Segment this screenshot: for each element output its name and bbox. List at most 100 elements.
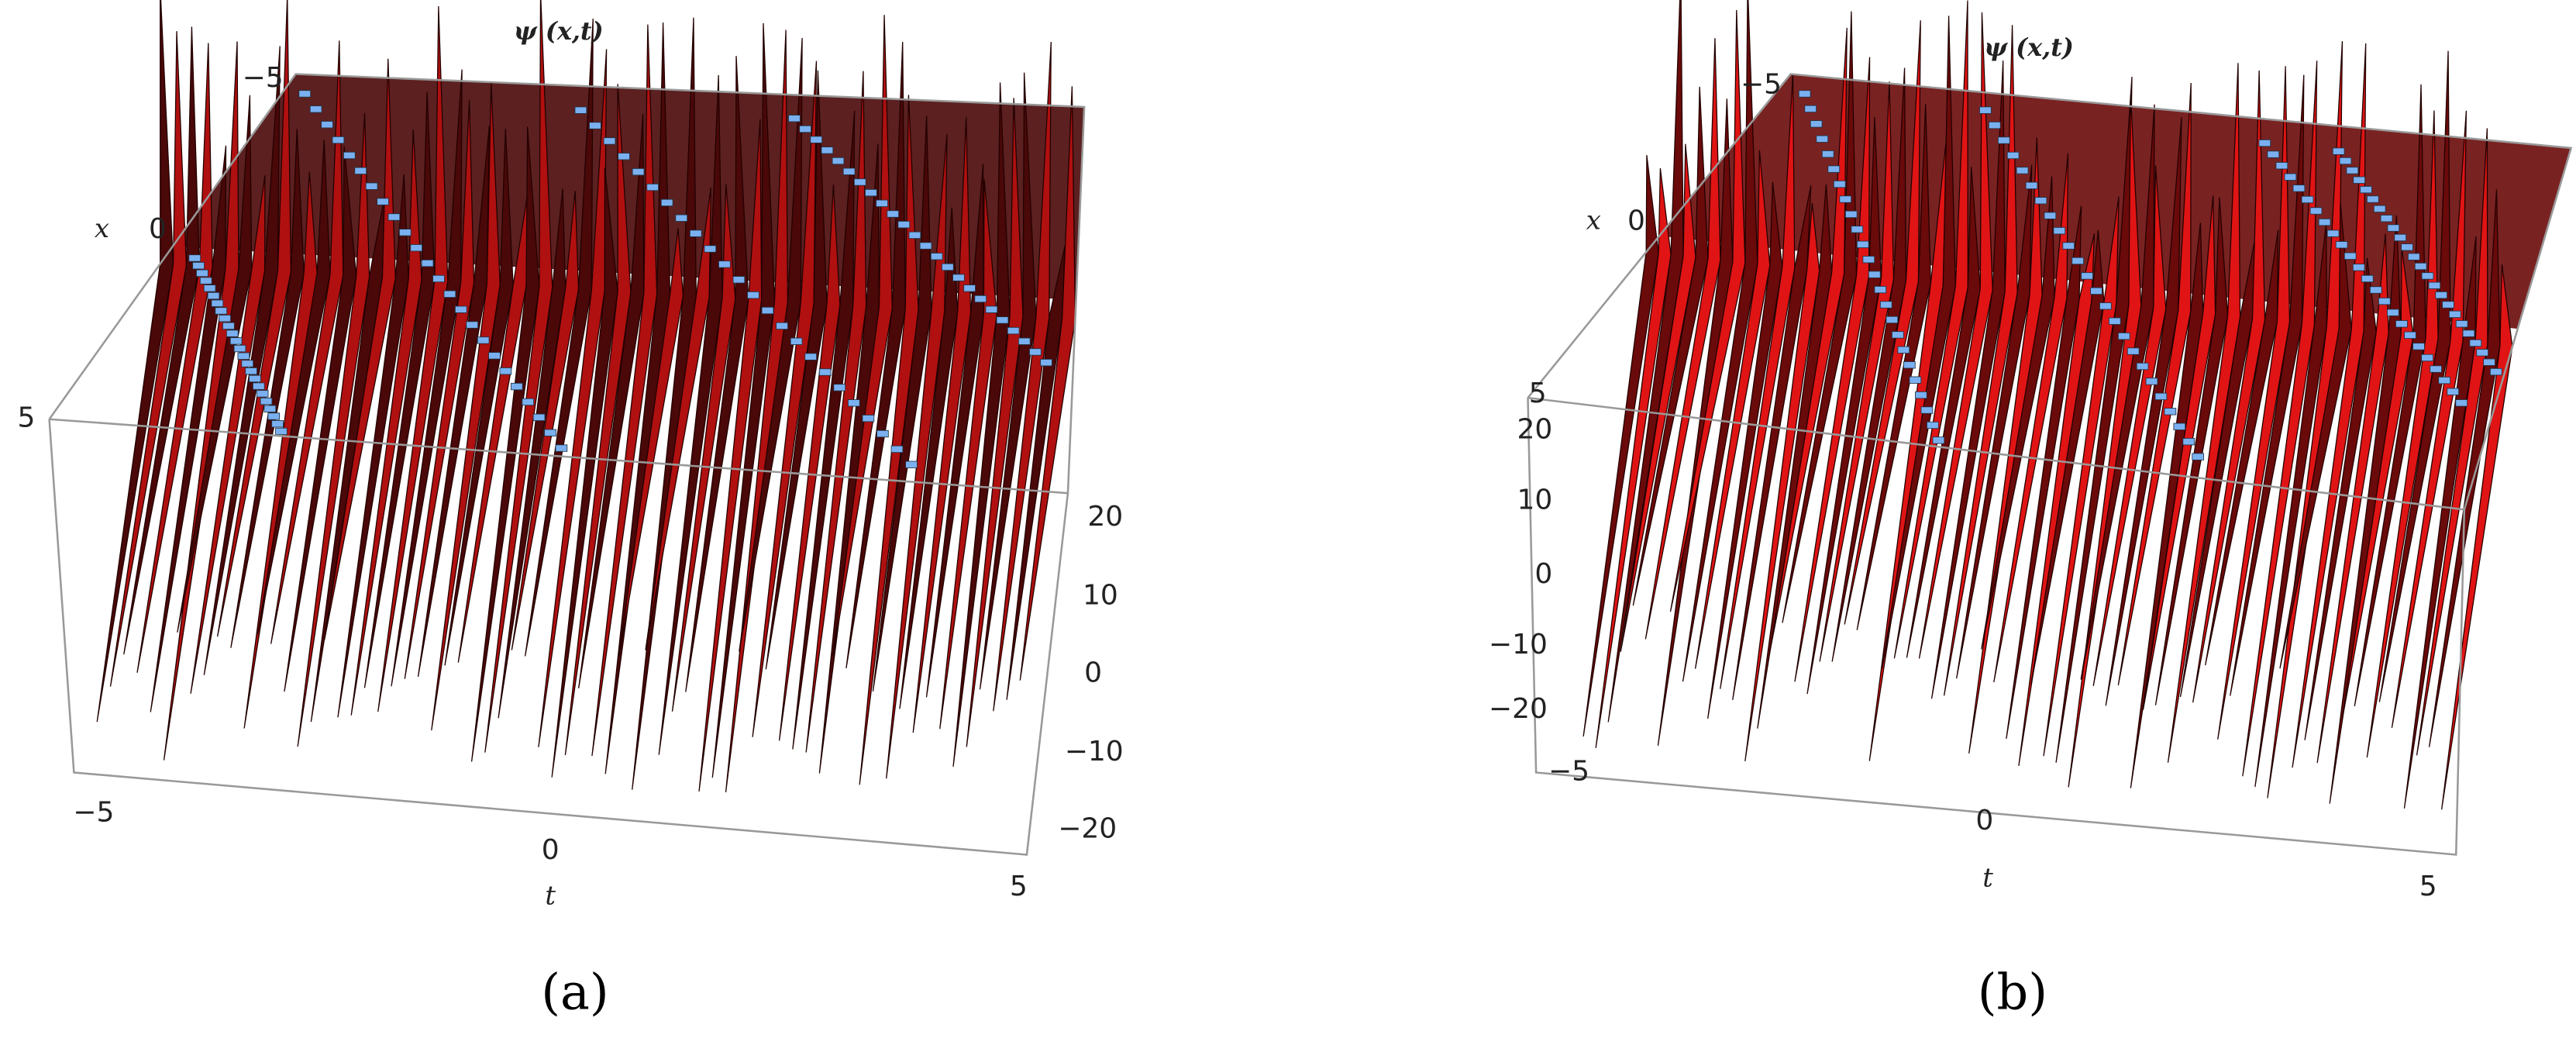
surface-highlight [1886,316,1899,324]
surface-highlight [2438,376,2450,385]
surface-highlight [219,315,231,322]
surface-highlight [2258,139,2271,147]
surface-highlight [1903,361,1916,369]
tick-label: 10 [1083,580,1118,612]
surface-highlight [245,367,257,375]
surface-highlight [2404,331,2416,339]
axis-label: x [95,213,109,243]
surface-highlight [488,352,501,360]
panel-title: ψ (x,t) [1984,33,2074,62]
surface-highlight [704,245,717,253]
surface-highlight [2483,358,2495,366]
tick-label: −20 [1058,813,1117,845]
surface-highlight [1988,121,2001,129]
surface-highlight [2292,185,2306,192]
surface-highlight [865,188,877,197]
surface-highlight [2127,347,2140,355]
surface-highlight [1029,348,1042,356]
surface-highlight [818,368,832,376]
surface-highlight [2099,302,2112,310]
surface-highlight [1856,240,1869,248]
surface-highlight [2469,339,2482,347]
surface-highlight [321,121,333,129]
surface-highlight [2448,310,2461,319]
surface-highlight [2394,233,2407,242]
surface-highlight [2447,388,2460,395]
surface-highlight [788,115,801,122]
surface-highlight [2164,408,2177,416]
surface-highlight [963,285,976,292]
surface-highlight [2352,264,2365,271]
surface-highlight [618,153,630,160]
surface-highlight [2442,301,2454,309]
surface-highlight [776,322,788,330]
surface-highlight [847,399,860,407]
surface-highlight [1844,210,1858,219]
box-b [1527,73,2573,856]
box-front [48,419,1069,856]
surface-highlight [1879,301,1892,309]
surface-highlight [862,414,875,423]
tick-label: 0 [149,213,167,245]
surface-highlight [660,198,673,207]
surface-highlight [2476,349,2489,357]
surface-highlight [222,322,235,330]
surface-highlight [343,151,356,160]
surface-highlight [2154,392,2168,401]
surface-highlight [2387,309,2399,316]
surface-highlight [2430,365,2442,373]
surface-highlight [2062,242,2075,250]
surface-highlight [522,398,535,406]
surface-highlight [263,405,277,412]
surface-highlight [1891,331,1904,339]
surface-highlight [2284,173,2297,181]
tick-label: −5 [1741,68,1782,100]
surface-highlight [1927,421,1939,429]
surface-highlight [897,221,911,229]
surface-highlight [275,427,288,436]
surface-highlight [1821,150,1834,158]
surface-highlight [2071,257,2084,265]
surface-highlight [996,316,1009,324]
surface-highlight [853,178,866,186]
surface-a [96,0,1085,793]
surface-highlight [689,229,702,237]
surface-highlight [2361,274,2374,283]
surface-highlight [2489,367,2502,376]
surface-highlight [226,329,239,337]
surface-highlight [1874,285,1887,294]
surface-highlight [2335,241,2348,249]
surface-highlight [761,306,774,315]
surface-highlight [2412,343,2425,350]
surface-highlight [229,337,243,345]
surface-highlight [632,167,645,176]
surface-highlight [207,291,220,300]
tick-label: −5 [1548,755,1589,787]
surface-highlight [2192,453,2205,460]
surface-highlight [2145,378,2158,385]
surface-highlight [2435,291,2448,299]
surface-highlight [252,382,265,390]
surface-highlight [1997,136,2010,144]
surface-highlight [2344,252,2357,260]
surface-highlight [2006,151,2020,160]
surface-highlight [199,277,212,285]
tick-label: 5 [2419,871,2437,902]
surface-highlight [804,353,818,360]
surface-highlight [1833,180,1846,188]
surface-highlight [2309,207,2323,215]
surface-highlight [2108,317,2121,325]
surface-highlight [2034,197,2047,205]
surface-highlight [1810,120,1823,128]
surface-highlight [2090,287,2102,295]
surface-highlight [188,254,201,262]
surface-highlight [2173,423,2186,430]
surface-highlight [2301,195,2314,204]
surface-highlight [332,136,345,144]
surface-highlight [876,199,888,207]
surface-highlight [477,336,490,344]
surface-highlight [908,231,921,240]
surface-highlight [398,229,412,236]
surface-highlight [211,299,224,307]
surface-highlight [876,429,889,438]
